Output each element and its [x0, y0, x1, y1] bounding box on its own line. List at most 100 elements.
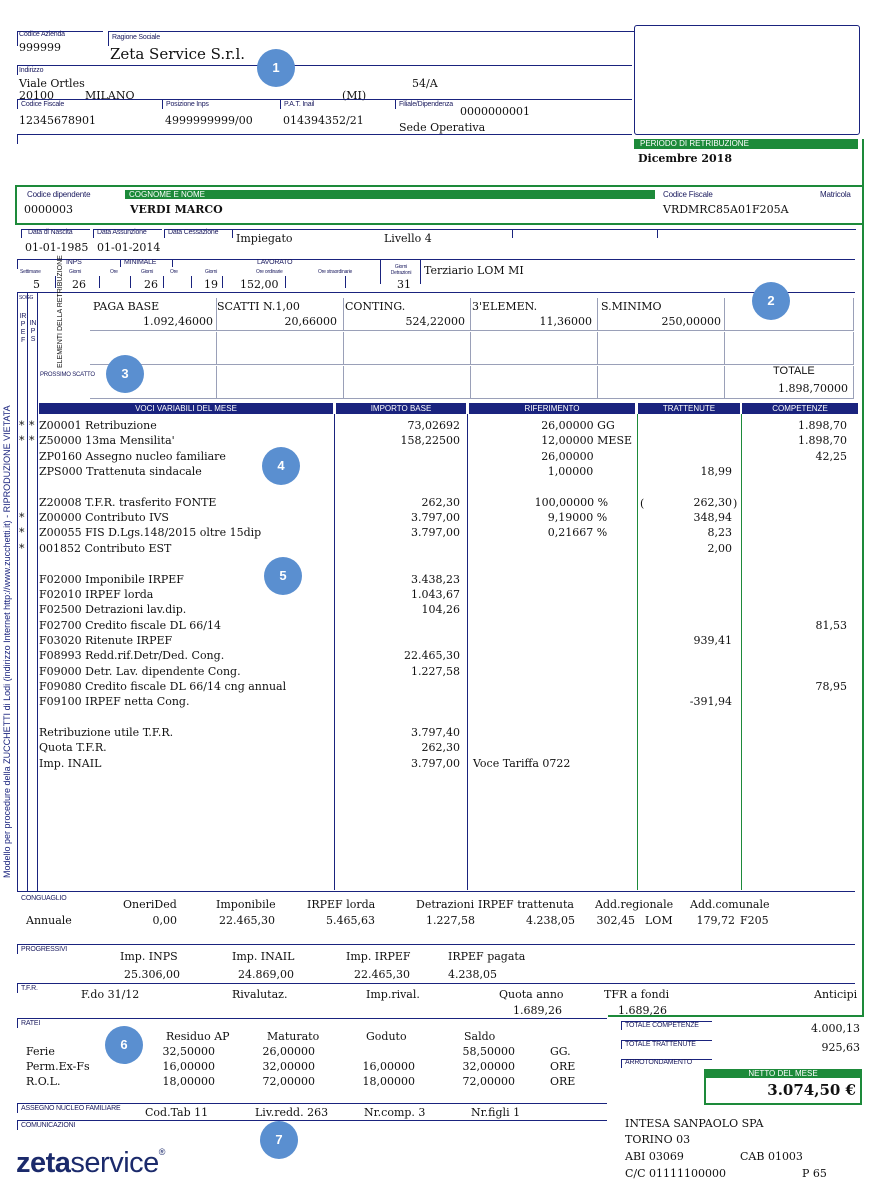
marker-3: 3	[106, 355, 144, 393]
assegno-liv-redd: Liv.redd. 263	[255, 1106, 329, 1119]
codice-azienda-label: Codice Azienda	[19, 31, 65, 38]
trattenute-header: TRATTENUTE	[638, 403, 740, 414]
min-ore-label: Ore	[170, 269, 178, 275]
sogg-label: SOGG	[19, 295, 34, 301]
element-value-3elemen: 11,36000	[539, 315, 593, 328]
prog-v-inail: 24.869,00	[238, 968, 294, 981]
posizione-inps: 4999999999/00	[165, 114, 253, 127]
logo-registered: ®	[158, 1147, 166, 1157]
voce-trattenute: -391,94	[689, 695, 732, 708]
tfr-h-fondo: F.do 31/12	[81, 988, 140, 1001]
ratei-maturato: 32,00000	[262, 1060, 316, 1073]
element-label-conting: CONTING.	[345, 300, 406, 313]
pat-inail: 014394352/21	[283, 114, 364, 127]
voce-description: F03020 Ritenute IRPEF	[39, 634, 173, 647]
totale-label: TOTALE	[773, 365, 815, 377]
voce-riferimento: Voce Tariffa 0722	[473, 757, 571, 770]
logo-service: service	[70, 1147, 159, 1179]
voce-description: F02700 Credito fiscale DL 66/14	[39, 619, 221, 632]
ratei-unit: ORE	[550, 1060, 576, 1073]
inps-soggetto-label: INPS	[29, 320, 37, 343]
voce-importo: 3.438,23	[411, 573, 460, 586]
voce-trattenute: 348,94	[693, 511, 733, 524]
voce-riferimento: 26,00000 GG	[541, 419, 615, 432]
voce-trattenute: 939,41	[693, 634, 733, 647]
voce-description: F02010 IRPEF lorda	[39, 588, 154, 601]
periodo: Dicembre 2018	[638, 152, 732, 165]
voce-riferimento: 1,00000	[547, 465, 594, 478]
codice-dipendente: 0000003	[24, 203, 73, 216]
indirizzo-label: Indirizzo	[19, 67, 44, 74]
tfr-h-rivalutaz: Rivalutaz.	[232, 988, 288, 1001]
codice-azienda: 999999	[19, 41, 61, 54]
voce-description: ZPS000 Trattenuta sindacale	[39, 465, 202, 478]
livello: Livello 4	[384, 232, 432, 245]
voce-marker-inps: *	[29, 434, 35, 447]
assegno-nr-comp: Nr.comp. 3	[364, 1106, 426, 1119]
voce-importo: 22.465,30	[404, 649, 460, 662]
ore-ordinarie-label: Ore ordinarie	[256, 269, 283, 275]
element-label-paga-base: PAGA BASE	[93, 300, 160, 313]
tfr-h-anticipi: Anticipi	[814, 988, 858, 1001]
periodo-label: PERIODO DI RETRIBUZIONE	[634, 139, 858, 149]
voce-trattenute: 18,99	[700, 465, 733, 478]
voce-importo: 104,26	[421, 603, 461, 616]
competenze-header: COMPETENZE	[742, 403, 858, 414]
assegno-label: ASSEGNO NUCLEO FAMILIARE	[21, 1105, 121, 1112]
codice-fiscale-label: Codice Fiscale	[21, 101, 65, 108]
voce-description: Retribuzione utile T.F.R.	[39, 726, 174, 739]
ragione-sociale-label: Ragione Sociale	[112, 34, 160, 41]
minimale-label: MINIMALE	[124, 259, 157, 266]
voce-competenze: 42,25	[815, 450, 848, 463]
cap: 20100	[19, 89, 54, 102]
bank-p: P 65	[802, 1167, 827, 1180]
matricola-label: Matricola	[820, 190, 851, 199]
marker-4: 4	[262, 447, 300, 485]
progressivi-label: PROGRESSIVI	[21, 946, 68, 953]
data-nascita: 01-01-1985	[25, 241, 89, 254]
element-value-sminimo: 250,00000	[661, 315, 722, 328]
voce-importo: 3.797,00	[411, 511, 460, 524]
data-assunzione: 01-01-2014	[97, 241, 161, 254]
totale-value: 1.898,70000	[778, 382, 848, 395]
voce-description: F08993 Redd.rif.Detr/Ded. Cong.	[39, 649, 225, 662]
cong-annuale: Annuale	[26, 914, 72, 927]
voce-importo: 262,30	[421, 741, 461, 754]
voce-riferimento: 26,00000	[541, 450, 594, 463]
voce-riferimento: 100,00000 %	[534, 496, 609, 509]
voce-description: Z00001 Retribuzione	[39, 419, 157, 432]
voce-trattenute: 262,30	[693, 496, 733, 509]
voce-competenze: 1.898,70	[798, 419, 847, 432]
ratei-name: Perm.Ex-Fs	[26, 1060, 90, 1073]
cong-v-detrazioni: 1.227,58	[426, 914, 475, 927]
prossimo-scatto-label: PROSSIMO SCATTO	[40, 372, 95, 378]
voce-description: 001852 Contributo EST	[39, 542, 172, 555]
voce-description: Imp. INAIL	[39, 757, 102, 770]
prog-v-irpef-pagata: 4.238,05	[448, 968, 497, 981]
qualifica: Impiegato	[236, 232, 293, 245]
ratei-name: Ferie	[26, 1045, 55, 1058]
civico: 54/A	[412, 77, 438, 90]
inps-label: INPS	[66, 259, 82, 266]
voce-importo: 73,02692	[407, 419, 461, 432]
voci-table: * * Z00001 Retribuzione 73,02692 26,00000 GG…	[0, 419, 870, 770]
voce-importo: 3.797,40	[411, 726, 460, 739]
marker-6: 6	[105, 1026, 143, 1064]
lav-giorni: 19	[204, 278, 218, 291]
riferimento-header: RIFERIMENTO	[469, 403, 635, 414]
nome-label: COGNOME E NOME	[125, 190, 655, 199]
ratei-saldo: 58,50000	[462, 1045, 516, 1058]
prog-h-irpef: Imp. IRPEF	[346, 950, 411, 963]
data-assunzione-label: Data Assunzione	[97, 229, 147, 236]
tfr-close-paren: )	[733, 497, 738, 510]
ratei-residuo: 18,00000	[162, 1075, 216, 1088]
voce-description: F02500 Detrazioni lav.dip.	[39, 603, 187, 616]
ratei-residuo: 16,00000	[162, 1060, 216, 1073]
voce-marker-irpef: *	[19, 419, 25, 432]
filiale-code: 0000000001	[460, 105, 530, 118]
cong-v-addreg: 302,45	[596, 914, 636, 927]
element-value-scatti: 20,66000	[284, 315, 338, 328]
voce-marker-irpef: *	[19, 542, 25, 555]
voce-importo: 158,22500	[400, 434, 461, 447]
